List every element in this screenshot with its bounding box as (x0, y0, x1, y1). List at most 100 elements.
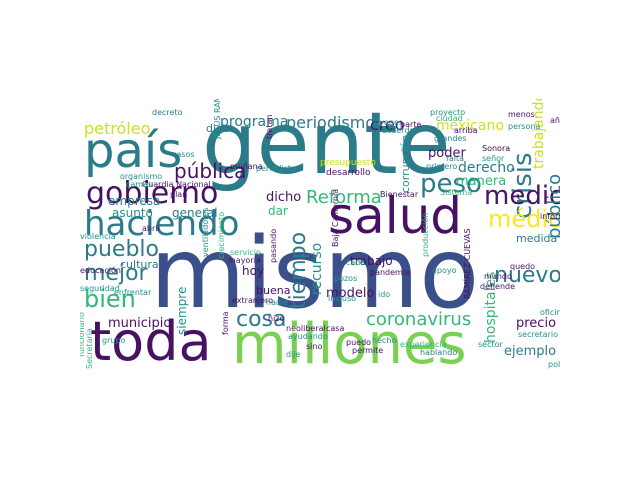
word: ciudad (436, 114, 463, 123)
word: modelo (326, 286, 375, 301)
word: producción (421, 212, 430, 257)
word: gobierno (86, 176, 219, 211)
word: trabajo (350, 254, 393, 268)
word: defiende (480, 282, 516, 291)
word: municipio (108, 316, 172, 331)
word: sector (478, 340, 503, 349)
word: apoyo (432, 266, 457, 275)
word: bien (84, 285, 136, 313)
word: ido (378, 290, 391, 299)
word: proyecto (430, 108, 466, 117)
word: pasando (269, 228, 278, 263)
word: Sistema (440, 188, 473, 197)
word: cada (346, 258, 366, 267)
word: peso (420, 169, 482, 199)
word: Sonora (482, 144, 511, 153)
word: Baja California (331, 188, 340, 247)
word: permite (352, 346, 384, 355)
word: ayudando (288, 332, 328, 341)
word: cosa (236, 307, 287, 332)
word: servicio (230, 248, 261, 257)
word: parte (400, 120, 422, 129)
word: puedo (346, 338, 372, 347)
word: coronavirus (366, 309, 472, 330)
word: dije (286, 350, 301, 359)
word: forma (221, 311, 230, 335)
word: funcionario (80, 312, 86, 357)
word: poder (428, 146, 466, 161)
word: pueblo (84, 237, 159, 262)
word: enfrentar (114, 288, 152, 297)
word: nuevo (494, 263, 560, 288)
word: mundo (484, 272, 512, 281)
word: violencia (80, 232, 116, 241)
word: grandes (434, 134, 467, 143)
word: presupuesto (320, 158, 376, 168)
word: grupo (102, 336, 126, 345)
word: falta (446, 154, 464, 163)
word: oficina (540, 308, 560, 317)
word: abril (142, 224, 160, 233)
word: pozos (334, 274, 358, 283)
word: incluso (328, 294, 357, 303)
word: público (544, 173, 560, 239)
word: desarrollo (326, 168, 371, 178)
word: millones (232, 312, 467, 377)
word: Guardia Nacional (142, 180, 211, 189)
word: arriba (454, 126, 478, 135)
word: asunto (112, 206, 153, 220)
word: ventiladores (201, 207, 210, 257)
word: JESÚS RAMÍREZ (213, 99, 222, 139)
word: periodista (256, 164, 296, 173)
word: buena (256, 284, 291, 297)
word: neoliberal (286, 324, 326, 333)
word: hizo (268, 314, 285, 323)
word: acuerdo (382, 126, 415, 135)
word: hecho (372, 336, 397, 345)
word: pública (174, 159, 247, 183)
word: quedo (510, 262, 536, 271)
word: primero (426, 162, 458, 171)
word: secretario (518, 330, 558, 339)
word: corrupción (399, 134, 412, 193)
word-cloud: mismo gente millones salud toda país hac… (80, 99, 560, 379)
word: derecho (458, 160, 515, 176)
word: RAMÍREZ CUEVAS (463, 228, 472, 299)
word: dicho (266, 190, 302, 205)
word: camas (126, 180, 153, 189)
word: hoy (242, 264, 265, 278)
word: experiencia (400, 340, 447, 349)
word: medida (516, 232, 558, 245)
word: empresa (108, 194, 161, 208)
word: manera (456, 174, 507, 189)
word: organismo (120, 172, 163, 181)
word: medio (484, 181, 560, 211)
word: Bienestar (380, 190, 419, 199)
word: siempre (175, 286, 189, 335)
word: periodismo (286, 113, 376, 132)
word: Secretaría (85, 328, 94, 369)
word: educación (80, 266, 121, 275)
word: médico (488, 205, 560, 233)
word: programa (220, 114, 289, 130)
word: cultura (120, 258, 159, 271)
word: precio (516, 316, 557, 331)
word: casos (172, 150, 195, 159)
word: mañana (230, 162, 263, 171)
word: Reforma (306, 187, 382, 208)
word: mismo (150, 217, 480, 331)
word: gente (202, 99, 451, 194)
word: dar (268, 204, 288, 218)
word: país (84, 123, 183, 179)
word: toda (90, 310, 212, 373)
word: tratan (265, 114, 274, 139)
word: decreto (152, 108, 183, 117)
word: mexicano (436, 118, 504, 134)
word: seguridad (80, 284, 120, 293)
word: ejemplo (504, 344, 557, 359)
word: mayoría (228, 256, 261, 265)
word: política (548, 360, 560, 369)
word: haciendo (84, 204, 240, 244)
word: crecimiento (217, 211, 226, 259)
word: años (550, 116, 560, 125)
